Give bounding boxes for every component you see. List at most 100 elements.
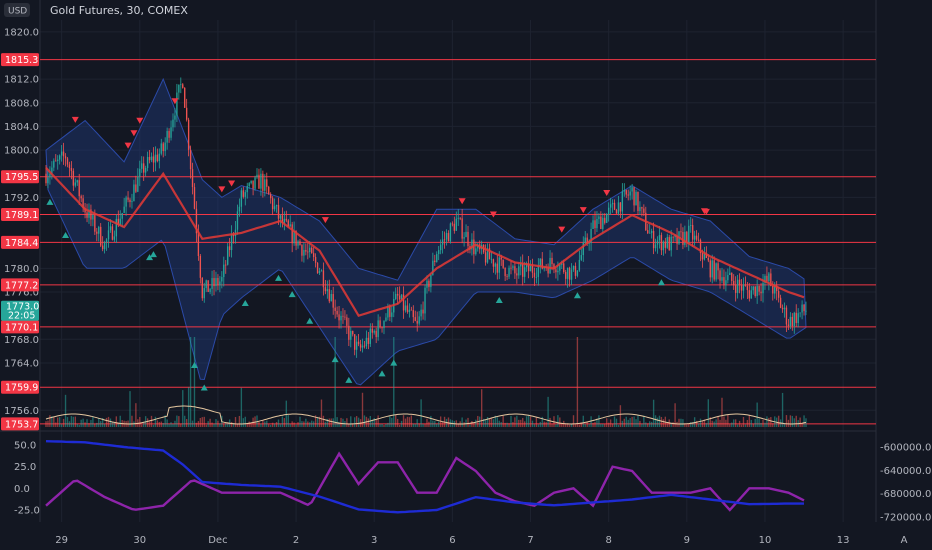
- candle-body: [736, 279, 739, 293]
- up-signal-marker: [331, 356, 339, 363]
- band-fill: [45, 77, 807, 386]
- volume-bar: [555, 424, 557, 427]
- candle-body: [430, 274, 432, 288]
- level-tag-label: 1784.4: [5, 238, 38, 249]
- candle-body: [94, 215, 96, 232]
- candle-body: [733, 280, 735, 286]
- candle-body: [88, 209, 90, 218]
- candle-body: [350, 330, 352, 340]
- volume-bar: [277, 419, 280, 427]
- candle-body: [727, 275, 729, 281]
- candle-body: [365, 337, 368, 347]
- volume-bar: [305, 418, 307, 427]
- axes: 1820.0 1812.0 1808.0 1804.0 1800.0 1792.0 1780…: [4, 27, 931, 546]
- volume-bar: [715, 419, 717, 427]
- volume-bar: [717, 416, 719, 427]
- down-signal-marker: [130, 130, 138, 137]
- candle-body: [156, 154, 159, 162]
- volume-bar: [594, 422, 596, 427]
- bollinger-bands: [45, 77, 807, 386]
- candle-body: [258, 174, 260, 189]
- candle-body: [96, 231, 98, 234]
- candle-body: [496, 263, 498, 273]
- oscillator-left-tick-label: 25.0: [14, 462, 36, 473]
- candle-body: [295, 230, 297, 246]
- candle-body: [568, 267, 571, 280]
- auto-scale-button[interactable]: A: [901, 535, 908, 546]
- candle-body: [166, 131, 168, 143]
- candle-body: [486, 248, 489, 263]
- candle-body: [361, 345, 364, 348]
- candle-body: [559, 264, 561, 271]
- volume-bar: [391, 417, 393, 427]
- candle-body: [174, 115, 176, 120]
- volume-bar: [471, 420, 473, 427]
- volume-bar: [60, 424, 63, 427]
- candle-body: [588, 243, 590, 244]
- candle-body: [113, 236, 116, 240]
- candle-body: [133, 184, 135, 202]
- candle-body: [293, 230, 295, 244]
- volume-bar: [422, 423, 424, 427]
- candle-body: [285, 218, 287, 221]
- volume-bar: [473, 423, 475, 427]
- chart-title: Gold Futures, 30, COMEX: [50, 4, 188, 17]
- candlesticks: [45, 77, 807, 358]
- volume-bar: [342, 418, 344, 427]
- volume-bar: [578, 424, 581, 427]
- candle-body: [283, 218, 286, 224]
- candle-body: [230, 234, 233, 251]
- level-tag-bg: [1, 170, 39, 184]
- candle-body: [346, 317, 348, 326]
- candle-body: [734, 285, 737, 293]
- volume-bar: [654, 415, 657, 427]
- candle-body: [774, 285, 776, 294]
- volume-bar: [570, 423, 573, 427]
- candle-body: [334, 307, 336, 311]
- candle-body: [490, 259, 493, 261]
- volume-bar: [141, 424, 143, 427]
- candle-body: [250, 180, 252, 184]
- candle-body: [164, 142, 166, 152]
- bar-countdown-label: 22:05: [8, 311, 35, 322]
- candle-body: [643, 208, 645, 213]
- candle-body: [510, 267, 512, 269]
- candle-body: [606, 213, 608, 223]
- oscillator-right-tick-label: -600000.0: [880, 443, 931, 454]
- volume-bar: [441, 421, 444, 427]
- candle-body: [631, 187, 633, 192]
- volume-bar: [64, 394, 67, 427]
- volume-bar: [772, 423, 774, 427]
- candle-body: [604, 217, 606, 223]
- candle-body: [426, 280, 428, 288]
- volume-bar: [260, 423, 262, 427]
- volume-bar: [666, 423, 668, 427]
- volume-bar: [649, 421, 651, 427]
- volume-bar: [607, 422, 610, 427]
- candle-body: [758, 286, 760, 292]
- candle-body: [246, 185, 248, 193]
- volume-bar: [92, 416, 94, 427]
- currency-badge[interactable]: USD: [8, 7, 27, 17]
- candle-body: [137, 176, 139, 192]
- volume-bar: [623, 418, 625, 427]
- candle-body: [697, 239, 700, 241]
- currency-badge-bg[interactable]: [4, 3, 30, 17]
- volume-bar: [258, 421, 260, 427]
- candle-body: [404, 305, 407, 311]
- candle-body: [443, 239, 446, 241]
- candle-body: [391, 312, 393, 317]
- candle-body: [51, 167, 53, 174]
- candle-body: [441, 239, 444, 245]
- volume-bar: [701, 420, 704, 427]
- level-tag-label: 1815.3: [5, 55, 38, 66]
- signal-markers: [46, 98, 710, 391]
- volume-bar: [736, 424, 739, 427]
- candle-body: [223, 264, 225, 278]
- volume-bar: [88, 423, 90, 427]
- volume-bar: [307, 421, 309, 427]
- volume-bar: [734, 419, 737, 427]
- up-signal-marker: [288, 291, 296, 298]
- volume-bar: [510, 415, 512, 427]
